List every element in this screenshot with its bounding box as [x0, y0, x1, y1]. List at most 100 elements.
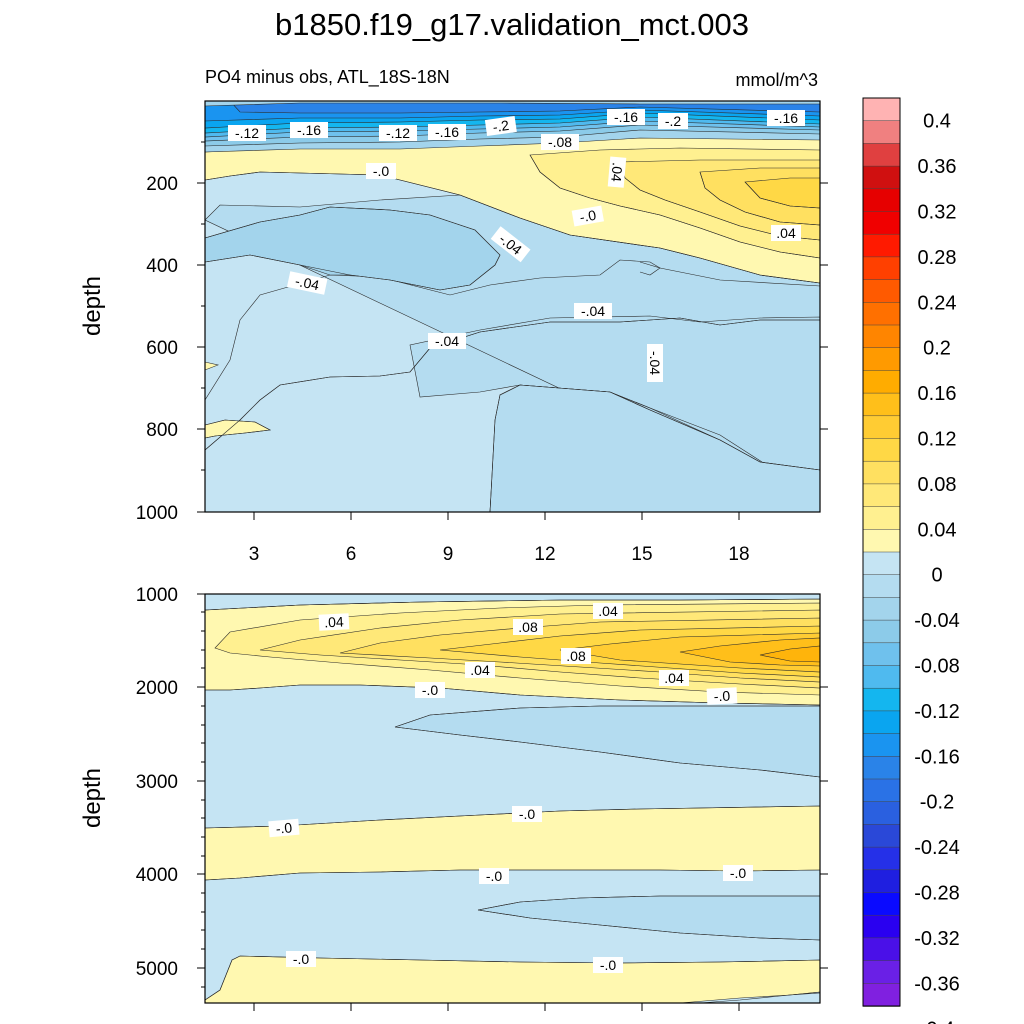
colorbar-swatch [862, 619, 901, 644]
contour-label-box [366, 163, 396, 179]
contour-label: -.16 [290, 122, 328, 138]
upper-fill-deep [204, 259, 821, 513]
contour-label-box [541, 134, 579, 150]
contour-label-text: -.04 [647, 351, 663, 375]
upper-y-tick: 600 [146, 338, 178, 359]
colorbar-tick-label: -0.04 [914, 610, 960, 632]
colorbar-swatch [862, 97, 901, 122]
colorbar-swatch [862, 937, 901, 962]
colorbar-swatch [862, 256, 901, 281]
contour-label: -.04 [428, 333, 466, 349]
contour-label: -.0 [723, 865, 753, 881]
contour-label-text: .04 [470, 662, 490, 678]
colorbar-tick-label: 0.12 [918, 429, 957, 451]
x-tick: 18 [728, 544, 749, 565]
colorbar-tick-label: 0.04 [918, 519, 957, 541]
colorbar-tick-label: 0.28 [918, 247, 957, 269]
contour-label-box [428, 124, 466, 140]
contour-label: -.0 [268, 818, 300, 838]
x-tick: 15 [631, 544, 652, 565]
colorbar-swatch [862, 756, 901, 780]
contour-label-box [658, 113, 688, 129]
colorbar-swatch [862, 824, 901, 848]
contour-label: .08 [513, 619, 543, 635]
colorbar-tick-label: -0.24 [914, 837, 960, 859]
contour-label-box [593, 603, 623, 619]
colorbar-tick-label: 0.32 [918, 202, 957, 224]
colorbar-swatch [862, 211, 901, 235]
colorbar-swatch [862, 143, 901, 167]
contour-label-text: .08 [566, 648, 586, 664]
contour-label-box [428, 333, 466, 349]
colorbar-tick-label: -0.08 [914, 656, 960, 678]
colorbar-frame [862, 97, 901, 1007]
colorbar-swatch [862, 665, 901, 689]
contour-label-text: -.0 [519, 806, 536, 822]
contour-label-box [479, 868, 509, 884]
contour-label: -.0 [593, 957, 623, 973]
colorbar-swatch [862, 279, 901, 304]
units-label: mmol/m^3 [736, 70, 818, 90]
colorbar-tick-label: 0.2 [923, 338, 951, 360]
colorbar-tick-label: 0 [931, 565, 942, 587]
contour-label: -.16 [428, 124, 466, 140]
contour-label-text: -.16 [614, 109, 638, 125]
colorbar-swatch [862, 983, 901, 1007]
lower-y-tick: 1000 [136, 585, 178, 606]
colorbar-tick-label: -0.4 [920, 1019, 954, 1024]
lower-panel [204, 593, 821, 1004]
colorbar-swatch [862, 869, 901, 894]
contour-label-text: -.2 [492, 117, 511, 135]
colorbar-tick-label: 0.24 [918, 292, 957, 314]
contour-label-text: -.16 [435, 124, 459, 140]
contour-label-box [286, 271, 328, 295]
colorbar-swatch [862, 551, 901, 576]
x-axis [253, 512, 740, 1011]
lower-extra-lines [204, 598, 821, 1004]
colorbar-swatch [862, 370, 901, 394]
colorbar-tick-label: 0.16 [918, 383, 957, 405]
contour-label-box [571, 205, 604, 227]
contour-label-box [561, 648, 591, 664]
contour-label-box [268, 818, 300, 838]
colorbar-swatch [862, 574, 901, 599]
contour-label-text: .04 [324, 613, 344, 630]
lower-y-axis [197, 593, 828, 988]
upper-y-label: depth [79, 276, 106, 336]
contour-label-text: -.0 [713, 688, 730, 705]
contour-label: .04 [593, 603, 623, 619]
colorbar-swatch [862, 438, 901, 462]
colorbar-tick-labels: 0.4 0.36 0.32 0.28 0.24 0.2 0.16 0.12 0.08 0.04 0 -… [914, 111, 960, 1024]
contour-label: -.16 [607, 109, 645, 125]
contour-label: .04 [771, 225, 801, 241]
contour-label-text: -.0 [293, 951, 310, 967]
colorbar-swatch [862, 415, 901, 440]
contour-label-box [771, 225, 801, 241]
colorbar-swatch [862, 506, 901, 531]
contour-label-text: -.0 [422, 682, 439, 698]
contour-label-text: -.04 [294, 273, 321, 294]
colorbar-swatch [862, 597, 901, 621]
contour-label-box [290, 122, 328, 138]
chart-title: b1850.f19_g17.validation_mct.003 [275, 7, 749, 42]
contour-label-box [465, 662, 495, 678]
contour-label-box [607, 109, 645, 125]
colorbar-tick-label: -0.12 [914, 701, 960, 723]
colorbar-swatch [862, 687, 901, 712]
contour-label-box [607, 156, 627, 188]
upper-contour-labels: -.12 -.16 -.12 -.16 -.2 -.16 -.2 -.16 -.08 -.0 .04… [228, 109, 805, 382]
colorbar-tick-label: 0.36 [918, 156, 957, 178]
colorbar [862, 97, 901, 1007]
colorbar-swatch [862, 892, 901, 916]
contour-label: .08 [561, 648, 591, 664]
colorbar-swatch [862, 914, 901, 939]
contour-label-box [228, 125, 266, 141]
x-tick: 3 [249, 544, 260, 565]
contour-label: -.0 [366, 163, 396, 179]
contour-label: -.04 [647, 344, 663, 382]
contour-label: -.0 [706, 687, 738, 705]
contour-label-box [490, 226, 531, 263]
contour-label: -.04 [286, 271, 328, 295]
contour-label-text: .08 [518, 619, 538, 635]
contour-label: -.0 [286, 951, 316, 967]
